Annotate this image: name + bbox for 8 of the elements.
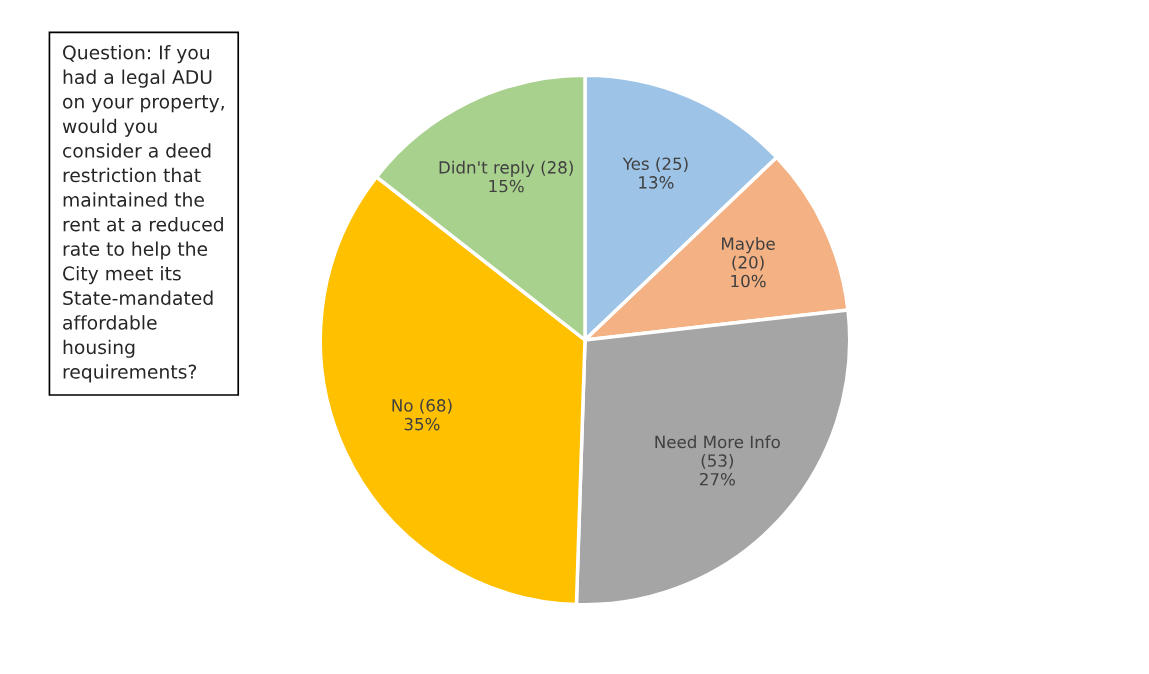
text: Question: If you had a legal ADU on your property, would you consider a deed restriction that maintained the rent at a reduced rate to help the City meet its State-mandated affordable housing requirements? xyxy=(62,45,224,383)
slice-label: Didn't reply (28) 15% xyxy=(439,160,573,193)
data-label: (20) 10% xyxy=(731,255,766,288)
slice-label: No (68) 35% xyxy=(392,398,452,431)
slice-label: Maybe xyxy=(722,237,775,254)
slice-label: Need More Info xyxy=(655,435,780,449)
data-label: (53) 27% xyxy=(700,453,735,486)
slice-label: Yes (25) 13% xyxy=(622,157,688,189)
